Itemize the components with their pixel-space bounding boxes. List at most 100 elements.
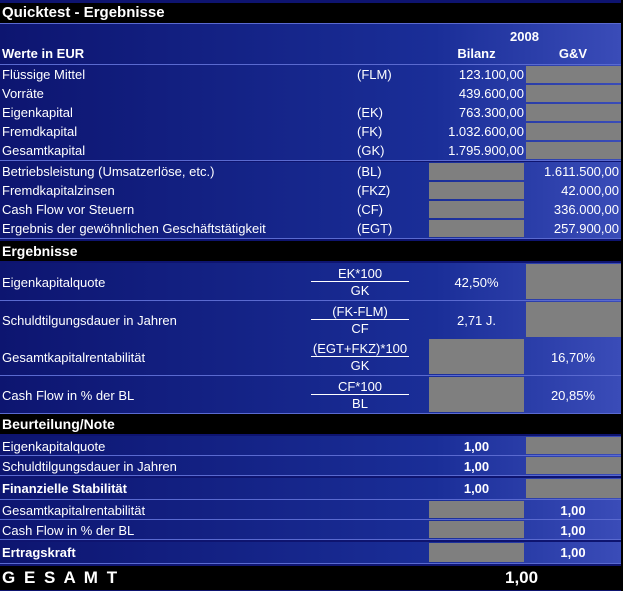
bilanz-value: 439.600,00 [458,86,524,101]
divider [0,519,621,520]
rating-label: Eigenkapitalquote [2,439,106,454]
bilanz-rating: 1,00 [463,439,490,454]
empty-gray-cell [526,479,621,498]
unit-label: Werte in EUR [2,46,85,61]
rating-label: Schuldtilgungsdauer in Jahren [2,459,177,474]
rating-row [0,436,621,455]
empty-gray-cell [526,437,621,454]
rating-section-title: Beurteilung/Note [2,416,115,432]
empty-gray-cell [526,66,621,83]
rating-row [0,456,621,475]
empty-gray-cell [526,85,621,102]
empty-gray-cell [429,220,524,237]
divider [0,499,621,500]
formula-numerator: (FK-FLM) [332,304,388,319]
table-row [0,65,621,84]
guv-value: 42.000,00 [561,183,619,198]
bilanz-value: 763.300,00 [458,105,524,120]
empty-gray-cell [526,123,621,140]
sheet-title: Quicktest - Ergebnisse [0,3,621,23]
formula-denominator: GK [350,283,370,298]
guv-rating: 1,00 [560,545,586,560]
row-label: Fremdkapitalzinsen [2,183,115,198]
formula-numerator: CF*100 [337,379,383,394]
result-label: Cash Flow in % der BL [2,388,135,403]
rating-label: Gesamtkapitalrentabilität [2,503,146,518]
row-label: Vorräte [2,86,44,101]
guv-value: 336.000,00 [553,202,619,217]
divider [0,300,621,301]
bilanz-rating: 1,00 [463,481,490,496]
total-label: G E S A M T [2,568,120,587]
row-label: Eigenkapital [2,105,73,120]
divider [0,64,621,65]
result-row [0,263,621,300]
result-label: Gesamtkapitalrentabilität [2,350,146,365]
formula-numerator: (EGT+FKZ)*100 [312,341,408,356]
table-row [0,122,621,141]
column-guv-header: G&V [558,46,588,61]
table-row [0,84,621,103]
bilanz-result: 2,71 J. [456,313,497,328]
divider [0,563,621,564]
divider [0,413,621,414]
empty-gray-cell [429,377,524,412]
row-abbreviation: (EGT) [357,221,393,236]
bilanz-value: 1.032.600,00 [448,124,524,139]
row-abbreviation: (FKZ) [357,183,391,198]
total-value: 1,00 [505,568,539,587]
divider [0,475,621,476]
bilanz-value: 1.795.900,00 [448,143,524,158]
row-label: Gesamtkapital [2,143,86,158]
rating-label: Ertragskraft [2,545,76,560]
empty-gray-cell [429,182,524,199]
guv-result: 20,85% [550,388,596,403]
formula-denominator: CF [351,321,369,336]
fraction-line [311,281,409,282]
empty-gray-cell [526,302,621,337]
table-row [0,141,621,160]
row-abbreviation: (BL) [357,164,382,179]
empty-gray-cell [429,501,524,518]
row-abbreviation: (FK) [357,124,383,139]
divider [0,160,621,161]
divider [0,375,621,376]
empty-gray-cell [429,543,524,562]
guv-rating: 1,00 [560,523,586,538]
guv-result: 16,70% [550,350,596,365]
empty-gray-cell [429,163,524,180]
row-label: Fremdkapital [2,124,78,139]
empty-gray-cell [526,104,621,121]
row-abbreviation: (EK) [357,105,383,120]
result-row [0,301,621,338]
row-label: Ergebnis der gewöhnlichen Geschäftstätig… [2,221,266,236]
empty-gray-cell [429,339,524,374]
row-abbreviation: (CF) [357,202,383,217]
divider [0,539,621,540]
rating-label: Cash Flow in % der BL [2,523,135,538]
result-label: Eigenkapitalquote [2,275,106,290]
guv-value: 1.611.500,00 [544,164,619,179]
fraction-line [311,319,409,320]
guv-value: 257.900,00 [553,221,619,236]
column-header-band [0,24,621,64]
row-label: Cash Flow vor Steuern [2,202,135,217]
results-section-title: Ergebnisse [2,243,78,259]
divider [0,23,621,24]
divider [0,238,621,239]
guv-rating: 1,00 [560,503,586,518]
row-abbreviation: (FLM) [357,67,392,82]
results-section-header: Ergebnisse [0,241,621,261]
empty-gray-cell [526,142,621,159]
column-bilanz-header: Bilanz [457,46,496,61]
row-label: Betriebsleistung (Umsatzerlöse, etc.) [2,164,215,179]
table-row [0,103,621,122]
year-label: 2008 [510,29,539,44]
empty-gray-cell [526,457,621,474]
row-label: Flüssige Mittel [2,67,86,82]
bilanz-value: 123.100,00 [458,67,524,82]
rating-label: Finanzielle Stabilität [2,481,127,496]
fraction-line [311,394,409,395]
row-abbreviation: (GK) [357,143,385,158]
